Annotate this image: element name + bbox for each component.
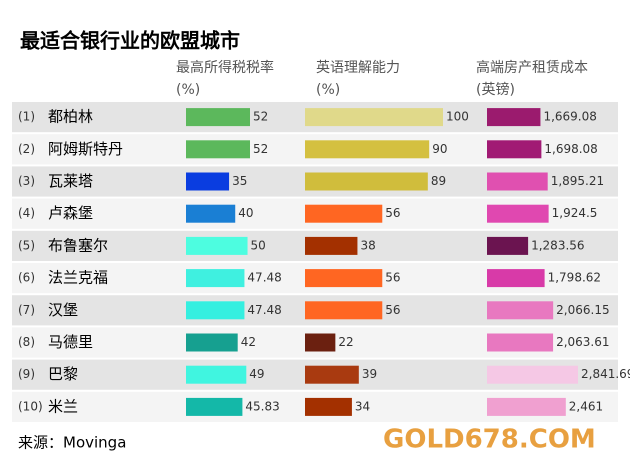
- bar: [305, 204, 383, 223]
- value-label: 56: [385, 271, 400, 285]
- value-label: 1,895.21: [551, 174, 604, 188]
- value-label: 45.83: [245, 399, 279, 413]
- city: 阿姆斯特丹: [48, 140, 123, 158]
- bar: [186, 397, 243, 416]
- value-label: 1,283.56: [531, 238, 584, 252]
- bar: [305, 301, 383, 320]
- bar: [186, 269, 245, 288]
- value-label: 50: [251, 238, 266, 252]
- bar: [305, 333, 336, 352]
- rank: (10): [18, 399, 43, 413]
- column-unit: (英镑): [476, 81, 515, 98]
- column-header: 最高所得税税率: [176, 59, 274, 76]
- value-label: 89: [431, 174, 446, 188]
- rank: (8): [18, 335, 35, 349]
- rank: (9): [18, 367, 35, 381]
- value-label: 52: [253, 110, 268, 124]
- value-label: 90: [432, 142, 447, 156]
- title: 最适合银行业的欧盟城市: [20, 29, 240, 53]
- city: 法兰克福: [48, 269, 108, 287]
- bar: [305, 140, 430, 159]
- rank: (5): [18, 238, 35, 252]
- city: 都柏林: [48, 108, 93, 126]
- bar: [487, 108, 541, 127]
- bar: [487, 365, 578, 384]
- city: 瓦莱塔: [48, 172, 93, 190]
- value-label: 2,461: [569, 399, 603, 413]
- value-label: 52: [253, 142, 268, 156]
- value-label: 1,669.08: [543, 110, 596, 124]
- bar: [186, 236, 248, 255]
- rank: (1): [18, 110, 35, 124]
- value-label: 40: [238, 206, 253, 220]
- bar: [186, 204, 236, 223]
- city: 米兰: [48, 397, 78, 415]
- value-label: 2,841.69: [581, 367, 630, 381]
- column-header: 高端房产租赁成本: [476, 59, 588, 76]
- bar: [305, 236, 358, 255]
- bar: [186, 333, 238, 352]
- bar: [186, 365, 247, 384]
- value-label: 47.48: [247, 303, 281, 317]
- value-label: 47.48: [247, 271, 281, 285]
- value-label: 42: [241, 335, 256, 349]
- bar: [305, 269, 383, 288]
- bar: [487, 172, 548, 191]
- bar: [186, 108, 250, 127]
- value-label: 1,698.08: [544, 142, 597, 156]
- source: 来源：Movinga: [18, 434, 126, 452]
- value-label: 1,798.62: [548, 271, 601, 285]
- column-header: 英语理解能力: [316, 59, 400, 76]
- bar: [487, 333, 554, 352]
- column-unit: (%): [316, 82, 340, 98]
- bar: [305, 108, 443, 127]
- rank: (3): [18, 174, 35, 188]
- bar: [487, 301, 554, 320]
- bar: [487, 140, 542, 159]
- value-label: 56: [385, 303, 400, 317]
- bar: [487, 236, 529, 255]
- value-label: 56: [385, 206, 400, 220]
- bar: [487, 204, 549, 223]
- value-label: 1,924.5: [552, 206, 598, 220]
- value-label: 2,066.15: [556, 303, 609, 317]
- city: 卢森堡: [48, 204, 93, 222]
- bar: [305, 172, 428, 191]
- bar: [487, 269, 545, 288]
- bar: [305, 397, 352, 416]
- bar: [186, 140, 250, 159]
- value-label: 100: [446, 110, 469, 124]
- watermark: GOLD678.COM: [383, 425, 596, 455]
- city: 布鲁塞尔: [48, 236, 108, 254]
- rank: (6): [18, 271, 35, 285]
- city: 马德里: [48, 333, 93, 351]
- rank: (2): [18, 142, 35, 156]
- value-label: 34: [355, 399, 370, 413]
- bar: [186, 172, 230, 191]
- rank: (4): [18, 206, 35, 220]
- value-label: 22: [338, 335, 353, 349]
- value-label: 49: [249, 367, 264, 381]
- city: 巴黎: [48, 365, 78, 383]
- bar: [305, 365, 359, 384]
- value-label: 39: [362, 367, 377, 381]
- rank: (7): [18, 303, 35, 317]
- column-unit: (%): [176, 82, 200, 98]
- bar: [487, 397, 566, 416]
- value-label: 2,063.61: [556, 335, 609, 349]
- value-label: 38: [360, 238, 375, 252]
- value-label: 35: [232, 174, 247, 188]
- bar: [186, 301, 245, 320]
- city: 汉堡: [48, 301, 78, 319]
